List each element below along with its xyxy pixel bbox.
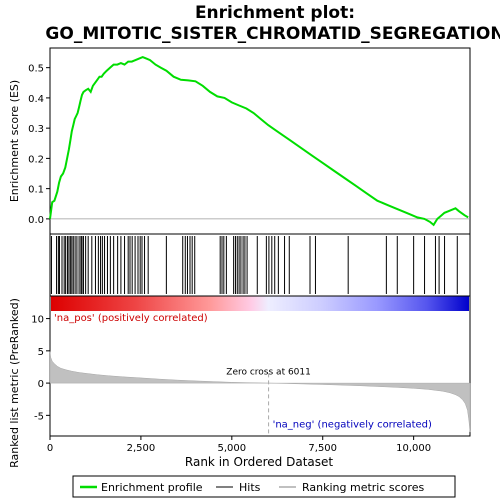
neg-correlated-label: 'na_neg' (negatively correlated) bbox=[273, 420, 432, 431]
rank-y-axis-label: Ranked list metric (PreRanked) bbox=[8, 298, 21, 468]
x-tick-label: 5,000 bbox=[217, 443, 246, 454]
rank-y-tick-label: 5 bbox=[38, 347, 44, 358]
hit-markers bbox=[50, 236, 458, 294]
es-y-tick-label: 0.0 bbox=[28, 215, 44, 226]
es-y-tick-label: 0.2 bbox=[28, 154, 44, 165]
rank-y-tick-label: 0 bbox=[38, 379, 44, 390]
x-tick-label: 10,000 bbox=[396, 443, 431, 454]
rank-y-tick-label: -5 bbox=[34, 411, 44, 422]
ranking-metric-area bbox=[49, 351, 471, 433]
chart-title-line-1: Enrichment plot: bbox=[195, 3, 355, 23]
rank-y-axis: -5 0 5 10 bbox=[31, 315, 50, 422]
es-panel-frame bbox=[49, 47, 471, 235]
enrichment-profile-line bbox=[49, 56, 469, 227]
x-tick-label: 0 bbox=[47, 443, 53, 454]
es-y-tick-label: 0.5 bbox=[28, 64, 44, 75]
legend: Enrichment profile Hits Ranking metric s… bbox=[72, 475, 456, 498]
chart-title-line-2: GO_MITOTIC_SISTER_CHROMATID_SEGREGATION bbox=[45, 24, 500, 44]
x-tick-label: 7,500 bbox=[308, 443, 337, 454]
rank-color-bar bbox=[51, 296, 469, 311]
es-y-tick-label: 0.1 bbox=[28, 185, 44, 196]
es-y-axis: 0.0 0.1 0.2 0.3 0.4 0.5 bbox=[28, 64, 50, 226]
es-y-axis-label: Enrichment score (ES) bbox=[8, 80, 21, 202]
hits-panel-frame bbox=[49, 233, 471, 297]
pos-correlated-label: 'na_pos' (positively correlated) bbox=[54, 313, 208, 324]
es-y-tick-label: 0.3 bbox=[28, 124, 44, 135]
legend-label-ranking: Ranking metric scores bbox=[302, 481, 424, 494]
legend-label-enrichment: Enrichment profile bbox=[101, 481, 203, 494]
x-tick-label: 2,500 bbox=[127, 443, 156, 454]
rank-y-tick-label: 10 bbox=[31, 315, 44, 326]
x-axis-label: Rank in Ordered Dataset bbox=[185, 455, 333, 469]
es-y-tick-label: 0.4 bbox=[28, 94, 44, 105]
legend-label-hits: Hits bbox=[239, 481, 261, 494]
zero-cross-label: Zero cross at 6011 bbox=[226, 368, 311, 378]
x-axis: 0 2,500 5,000 7,500 10,000 bbox=[47, 436, 431, 454]
legend-frame bbox=[72, 475, 456, 498]
